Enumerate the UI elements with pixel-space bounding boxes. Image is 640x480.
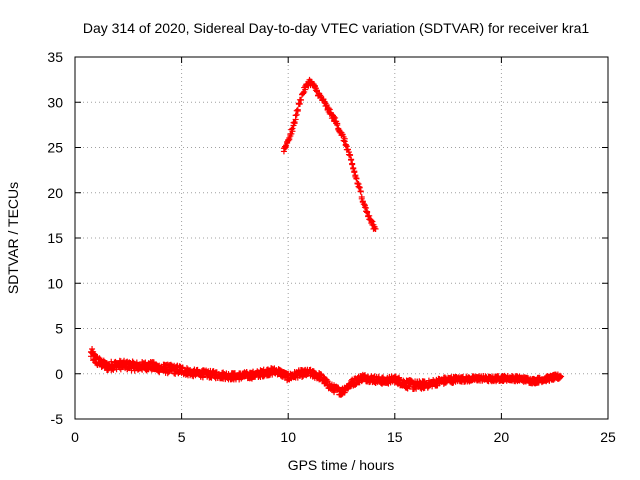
data-point (359, 198, 366, 205)
data-point (332, 114, 339, 121)
x-tick-label: 10 (280, 429, 296, 445)
x-tick-labels: 0 5 10 15 20 25 (71, 429, 616, 445)
data-point (313, 87, 320, 94)
data-point (300, 90, 307, 97)
data-point (372, 225, 379, 232)
y-tick-label: -5 (51, 411, 64, 427)
data-point (361, 204, 368, 211)
data-point (369, 218, 376, 225)
x-tick-label: 5 (178, 429, 186, 445)
data-point (348, 156, 355, 163)
x-tick-label: 20 (494, 429, 510, 445)
series-group (87, 76, 565, 398)
data-point (363, 204, 370, 211)
y-tick-label: 15 (47, 230, 63, 246)
data-point (349, 161, 356, 168)
y-tick-label: 10 (47, 275, 63, 291)
y-axis-label: SDTVAR / TECUs (5, 182, 21, 294)
data-point (347, 151, 354, 158)
data-point (360, 201, 367, 208)
series-1 (280, 76, 379, 232)
chart-title: Day 314 of 2020, Sidereal Day-to-day VTE… (83, 20, 589, 36)
data-point (325, 105, 332, 112)
data-point (343, 143, 350, 150)
y-tick-label: 20 (47, 185, 63, 201)
data-point (283, 144, 290, 151)
y-tick-label: 35 (47, 49, 63, 65)
data-point (326, 106, 333, 113)
data-point (129, 358, 136, 365)
y-tick-label: 5 (55, 321, 63, 337)
x-tick-label: 15 (387, 429, 403, 445)
y-tick-label: 30 (47, 94, 63, 110)
data-point (364, 209, 371, 216)
data-point (361, 371, 368, 378)
data-point (359, 376, 366, 383)
y-tick-label: 0 (55, 366, 63, 382)
data-point (335, 384, 342, 391)
y-tick-labels: -5 0 5 10 15 20 25 30 35 (47, 49, 63, 427)
data-point (215, 370, 222, 377)
data-point (285, 137, 292, 144)
data-point (294, 106, 301, 113)
data-point (341, 135, 348, 142)
data-point (323, 102, 330, 109)
data-point (352, 172, 359, 179)
plot-frame (74, 56, 609, 420)
y-tick-label: 25 (47, 140, 63, 156)
data-point (356, 184, 363, 191)
x-axis-label: GPS time / hours (288, 457, 395, 473)
x-tick-label: 25 (600, 429, 616, 445)
data-point (297, 96, 304, 103)
x-tick-label: 0 (71, 429, 79, 445)
data-point (396, 374, 403, 381)
data-point (557, 372, 564, 379)
data-point (290, 119, 297, 126)
data-point (353, 175, 360, 182)
data-point (357, 188, 364, 195)
series-0 (87, 346, 565, 398)
data-point (558, 373, 565, 380)
data-point (292, 116, 299, 123)
data-point (350, 164, 357, 171)
data-point (351, 168, 358, 175)
data-point (345, 149, 352, 156)
data-point (368, 217, 375, 224)
data-point (291, 120, 298, 127)
data-point (289, 125, 296, 132)
data-point (334, 121, 341, 128)
data-point (260, 373, 267, 380)
